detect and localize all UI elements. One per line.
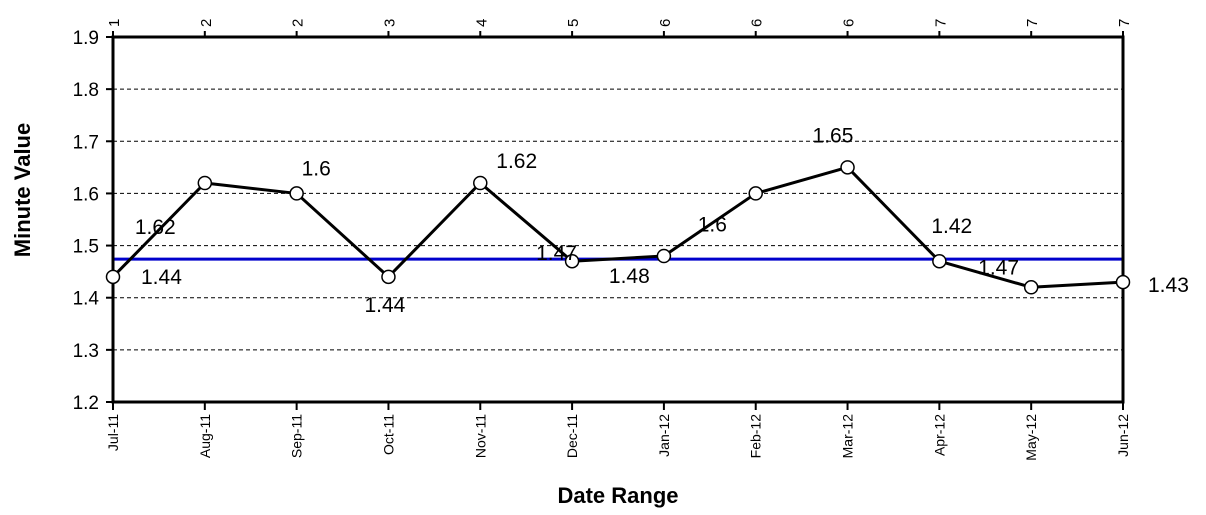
top-tick-label-0: 1 [106, 19, 123, 27]
x-tick-label-9: Apr-12 [931, 414, 947, 456]
x-tick-label-11: Jun-12 [1115, 414, 1131, 457]
data-point-0 [105, 269, 121, 285]
x-tick-label-3: Oct-11 [380, 414, 396, 455]
x-tick-label-0: Jul-11 [105, 414, 121, 451]
data-point-4 [473, 175, 488, 191]
top-tick-label-8: 6 [841, 19, 858, 27]
data-point-11 [1115, 274, 1131, 290]
data-point-10 [1023, 280, 1039, 295]
top-tick-label-7: 6 [749, 19, 766, 27]
y-tick-label-0: 1.2 [73, 393, 99, 414]
series-path [111, 165, 1124, 289]
x-tick-label-5: Dec-11 [564, 414, 580, 458]
top-tick-label-5: 5 [565, 19, 582, 27]
x-tick-label-8: Mar-12 [840, 414, 856, 459]
top-tick-label-1: 2 [198, 19, 215, 27]
data-label-10: 1.47 [978, 256, 1019, 279]
data-point-2 [289, 186, 304, 201]
top-tick-label-11: 7 [1116, 19, 1133, 27]
series-line [111, 165, 1124, 289]
data-point-6 [656, 248, 672, 264]
gridlines [113, 88, 1123, 351]
top-tick-label-4: 4 [473, 19, 490, 27]
top-tick-label-2: 2 [290, 19, 307, 27]
data-label-1: 1.62 [135, 216, 176, 239]
top-tick-label-10: 7 [1024, 19, 1041, 27]
x-axis-title: Date Range [557, 483, 678, 508]
data-label-3: 1.44 [364, 294, 405, 317]
y-tick-label-4: 1.6 [73, 184, 99, 205]
data-label-8: 1.65 [813, 124, 854, 147]
x-tick-label-6: Jan-12 [656, 414, 672, 457]
y-tick-label-1: 1.3 [73, 341, 99, 362]
y-axis-title: Minute Value [10, 123, 35, 257]
y-tick-label-3: 1.5 [73, 237, 99, 258]
data-point-1 [197, 175, 213, 191]
top-tick-label-3: 3 [381, 19, 398, 27]
y-tick-label-5: 1.7 [73, 132, 99, 153]
series-markers [105, 160, 1131, 295]
top-tick-label-6: 6 [657, 19, 674, 27]
top-axis-ticks: 1 2 2 3 4 5 6 6 6 7 7 7 [106, 19, 1133, 37]
data-point-8 [840, 160, 855, 175]
data-point-3 [381, 269, 396, 285]
y-axis-ticks: 1.2 1.3 1.4 1.5 1.6 1.7 1.8 1.9 [73, 28, 113, 414]
top-tick-label-9: 7 [932, 19, 949, 27]
y-tick-label-2: 1.4 [73, 289, 100, 310]
data-point-7 [748, 186, 763, 201]
data-point-5 [564, 253, 580, 269]
data-label-9: 1.42 [931, 215, 972, 238]
data-label-0: 1.44 [141, 266, 182, 289]
x-axis-ticks: Jul-11 Aug-11 Sep-11 Oct-11 Nov-11 Dec-11 Jan-… [105, 402, 1131, 461]
data-label-11: 1.43 [1148, 274, 1189, 297]
x-tick-label-7: Feb-12 [748, 414, 764, 459]
x-tick-label-4: Nov-11 [472, 414, 488, 458]
data-label-2: 1.6 [302, 157, 331, 180]
plot-frame [111, 35, 1125, 404]
data-labels: 1.44 1.62 1.6 1.44 1.62 1.47 1.48 1.6 1.65 1.42 1.… [135, 124, 1189, 317]
y-tick-label-7: 1.9 [73, 28, 99, 49]
x-tick-label-2: Sep-11 [289, 414, 305, 458]
data-label-6: 1.48 [609, 265, 650, 288]
y-tick-label-6: 1.8 [73, 80, 99, 101]
data-label-4: 1.62 [496, 150, 537, 173]
plot-area-border [111, 35, 1125, 404]
x-tick-label-10: May-12 [1023, 414, 1039, 461]
data-label-7: 1.6 [698, 213, 727, 236]
data-label-5: 1.47 [536, 242, 577, 265]
x-tick-label-1: Aug-11 [197, 414, 213, 458]
data-point-9 [932, 253, 947, 269]
